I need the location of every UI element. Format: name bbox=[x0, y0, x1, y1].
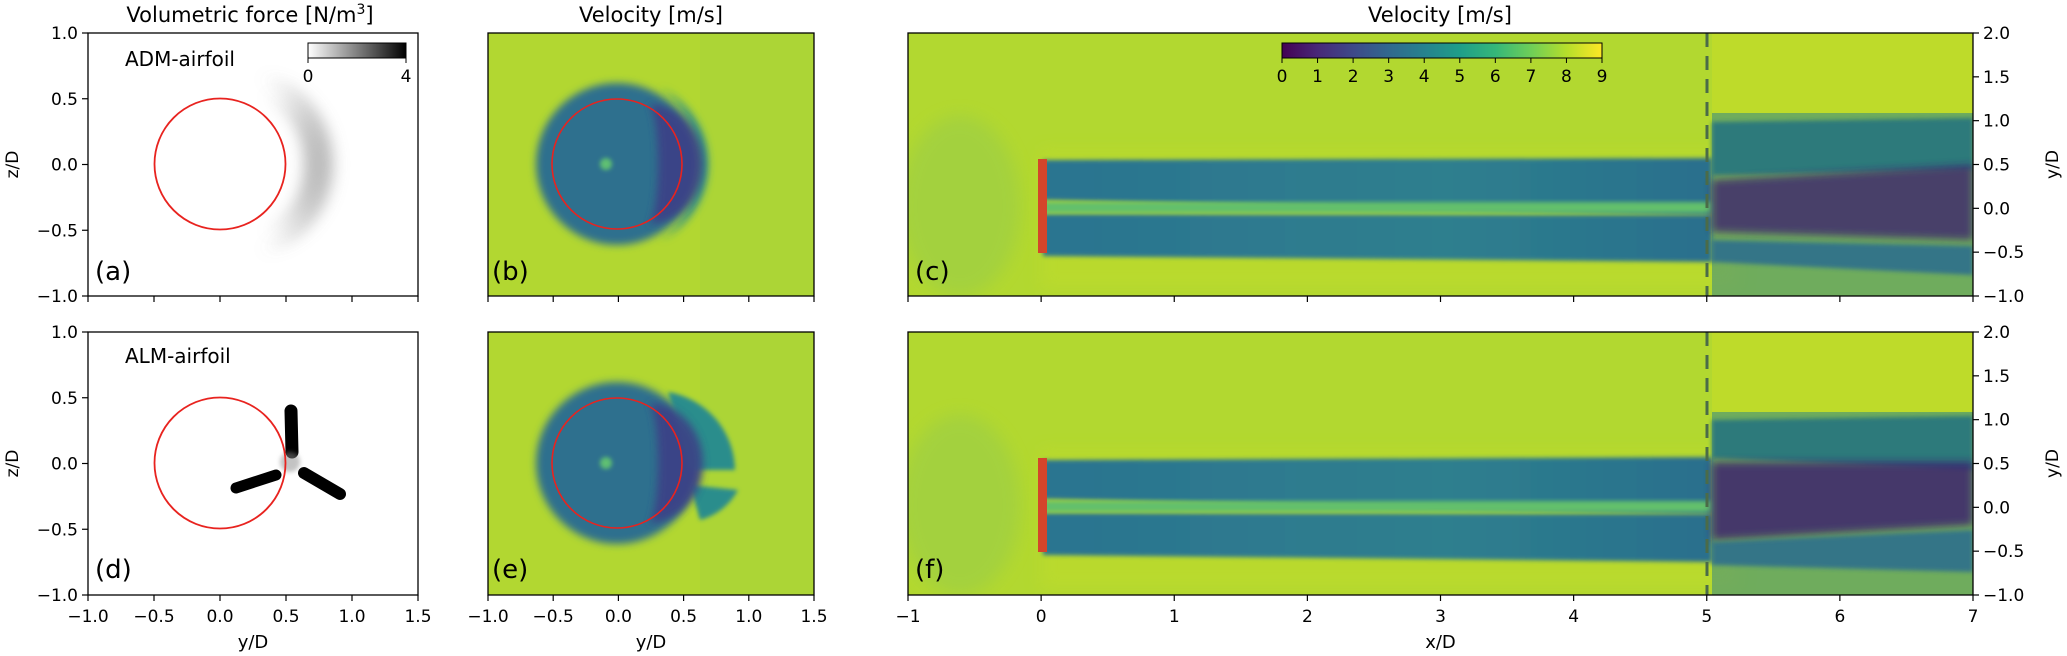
y-tick-label: −0.5 bbox=[37, 520, 78, 540]
y-axis-label: y/D bbox=[2043, 150, 2063, 179]
x-axis-label: y/D bbox=[636, 632, 667, 653]
x-tick-label: 5 bbox=[1701, 607, 1712, 627]
panel-f: (f) bbox=[907, 331, 1974, 596]
x-tick-label: −1.0 bbox=[467, 607, 508, 627]
panel-a: ADM-airfoil (a) 0 4 bbox=[87, 32, 419, 297]
x-tick-label: 1.0 bbox=[735, 607, 762, 627]
panel-letter-a: (a) bbox=[95, 257, 131, 287]
rotor-circle-d bbox=[153, 396, 287, 530]
axes-layer: −1.0 −0.5 0.0 0.5 1.0 z/D −1.0 −0.5 0.0 0.5 1.0 1.5… bbox=[3, 24, 2063, 653]
y-tick-label: 0.0 bbox=[51, 455, 78, 475]
y-tick-label: −0.5 bbox=[37, 221, 78, 241]
y-axis-label: z/D bbox=[3, 450, 23, 478]
velocity-colorbar: 0 1 2 3 4 5 6 7 8 9 bbox=[1277, 42, 1608, 87]
velocity-colorbar-label: 3 bbox=[1383, 67, 1394, 87]
velocity-colorbar-label: 2 bbox=[1348, 67, 1359, 87]
y-tick-label: 1.5 bbox=[1983, 68, 2010, 88]
force-colorbar-max-label: 4 bbox=[401, 67, 412, 87]
panel-letter-e: (e) bbox=[492, 555, 528, 585]
x-tick-label: 0.5 bbox=[272, 607, 299, 627]
force-colorbar: 0 4 bbox=[303, 42, 412, 87]
x-axis-label: x/D bbox=[1425, 632, 1456, 653]
blade-right bbox=[298, 467, 346, 500]
y-tick-label: 1.0 bbox=[51, 323, 78, 343]
x-tick-label: −1.0 bbox=[67, 607, 108, 627]
panel-letter-b: (b) bbox=[492, 257, 529, 287]
x-tick-label: 0 bbox=[1036, 607, 1047, 627]
panel-e: (e) bbox=[487, 331, 815, 596]
x-tick-label: 0.0 bbox=[206, 607, 233, 627]
y-tick-label: 1.0 bbox=[1983, 112, 2010, 132]
velocity-colorbar-label: 8 bbox=[1561, 67, 1572, 87]
y-axis-label: y/D bbox=[2043, 449, 2063, 478]
rotor-disk-f bbox=[1038, 458, 1047, 552]
x-tick-label: 3 bbox=[1435, 607, 1446, 627]
rotor-disk-c bbox=[1038, 159, 1047, 253]
panel-b: (b) bbox=[487, 32, 815, 297]
rotor-circle-e bbox=[551, 397, 683, 529]
velocity-colorbar-label: 6 bbox=[1490, 67, 1501, 87]
x-tick-label: −1 bbox=[895, 607, 920, 627]
x-tick-label: 1.5 bbox=[800, 607, 827, 627]
panel-annotation-a: ADM-airfoil bbox=[125, 47, 235, 71]
panel-letter-c: (c) bbox=[915, 257, 950, 287]
y-tick-label: −1.0 bbox=[1983, 586, 2024, 606]
y-tick-label: −0.5 bbox=[1983, 542, 2024, 562]
y-tick-label: 2.0 bbox=[1983, 24, 2010, 44]
x-tick-label: 1.5 bbox=[404, 607, 431, 627]
y-tick-label: 0.0 bbox=[1983, 199, 2010, 219]
velocity-colorbar-label: 7 bbox=[1525, 67, 1536, 87]
x-tick-label: 6 bbox=[1834, 607, 1845, 627]
y-tick-label: 1.5 bbox=[1983, 367, 2010, 387]
y-tick-label: 0.5 bbox=[1983, 455, 2010, 475]
y-tick-label: 0.5 bbox=[51, 90, 78, 110]
y-tick-label: −0.5 bbox=[1983, 243, 2024, 263]
y-tick-label: 0.0 bbox=[51, 156, 78, 176]
force-colorbar-min-label: 0 bbox=[303, 67, 314, 87]
velocity-colorbar-label: 4 bbox=[1419, 67, 1430, 87]
velocity-mid-column-title: Velocity [m/s] bbox=[579, 3, 723, 27]
x-tick-label: 1.0 bbox=[338, 607, 365, 627]
velocity-right-column-title: Velocity [m/s] bbox=[1368, 3, 1512, 27]
velocity-colorbar-label: 0 bbox=[1277, 67, 1288, 87]
velocity-colorbar-label: 9 bbox=[1597, 67, 1608, 87]
velocity-colorbar-label: 5 bbox=[1454, 67, 1465, 87]
x-tick-label: 7 bbox=[1968, 607, 1979, 627]
y-tick-label: −1.0 bbox=[1983, 287, 2024, 307]
y-tick-label: 2.0 bbox=[1983, 323, 2010, 343]
panel-c: (c) 0 1 2 3 4 5 6 7 8 9 bbox=[907, 32, 1974, 297]
panel-letter-f: (f) bbox=[915, 555, 944, 585]
x-tick-label: 0.0 bbox=[605, 607, 632, 627]
force-column-title: Volumetric force [N/m3] bbox=[126, 2, 373, 27]
y-tick-label: 1.0 bbox=[51, 24, 78, 44]
x-axis-label: y/D bbox=[238, 632, 269, 653]
x-tick-label: −0.5 bbox=[533, 607, 574, 627]
y-tick-label: 1.0 bbox=[1983, 411, 2010, 431]
y-axis-label: z/D bbox=[3, 151, 23, 179]
rotor-circle-b bbox=[551, 98, 683, 230]
panel-annotation-d: ALM-airfoil bbox=[125, 344, 231, 368]
rotor-circle-a bbox=[153, 97, 287, 231]
y-tick-label: 0.5 bbox=[1983, 156, 2010, 176]
x-tick-label: 0.5 bbox=[670, 607, 697, 627]
x-tick-label: 4 bbox=[1568, 607, 1579, 627]
blade-up bbox=[284, 404, 299, 459]
x-tick-label: 2 bbox=[1302, 607, 1313, 627]
force-crescent-a bbox=[258, 77, 333, 251]
y-tick-label: −1.0 bbox=[37, 586, 78, 606]
y-tick-label: 0.5 bbox=[51, 389, 78, 409]
y-tick-label: −1.0 bbox=[37, 287, 78, 307]
x-tick-label: 1 bbox=[1169, 607, 1180, 627]
panel-letter-d: (d) bbox=[95, 555, 132, 585]
x-tick-label: −0.5 bbox=[133, 607, 174, 627]
panel-d: ALM-airfoil (d) bbox=[87, 331, 419, 596]
y-tick-label: 0.0 bbox=[1983, 498, 2010, 518]
velocity-colorbar-label: 1 bbox=[1312, 67, 1323, 87]
blade-left bbox=[230, 469, 282, 494]
